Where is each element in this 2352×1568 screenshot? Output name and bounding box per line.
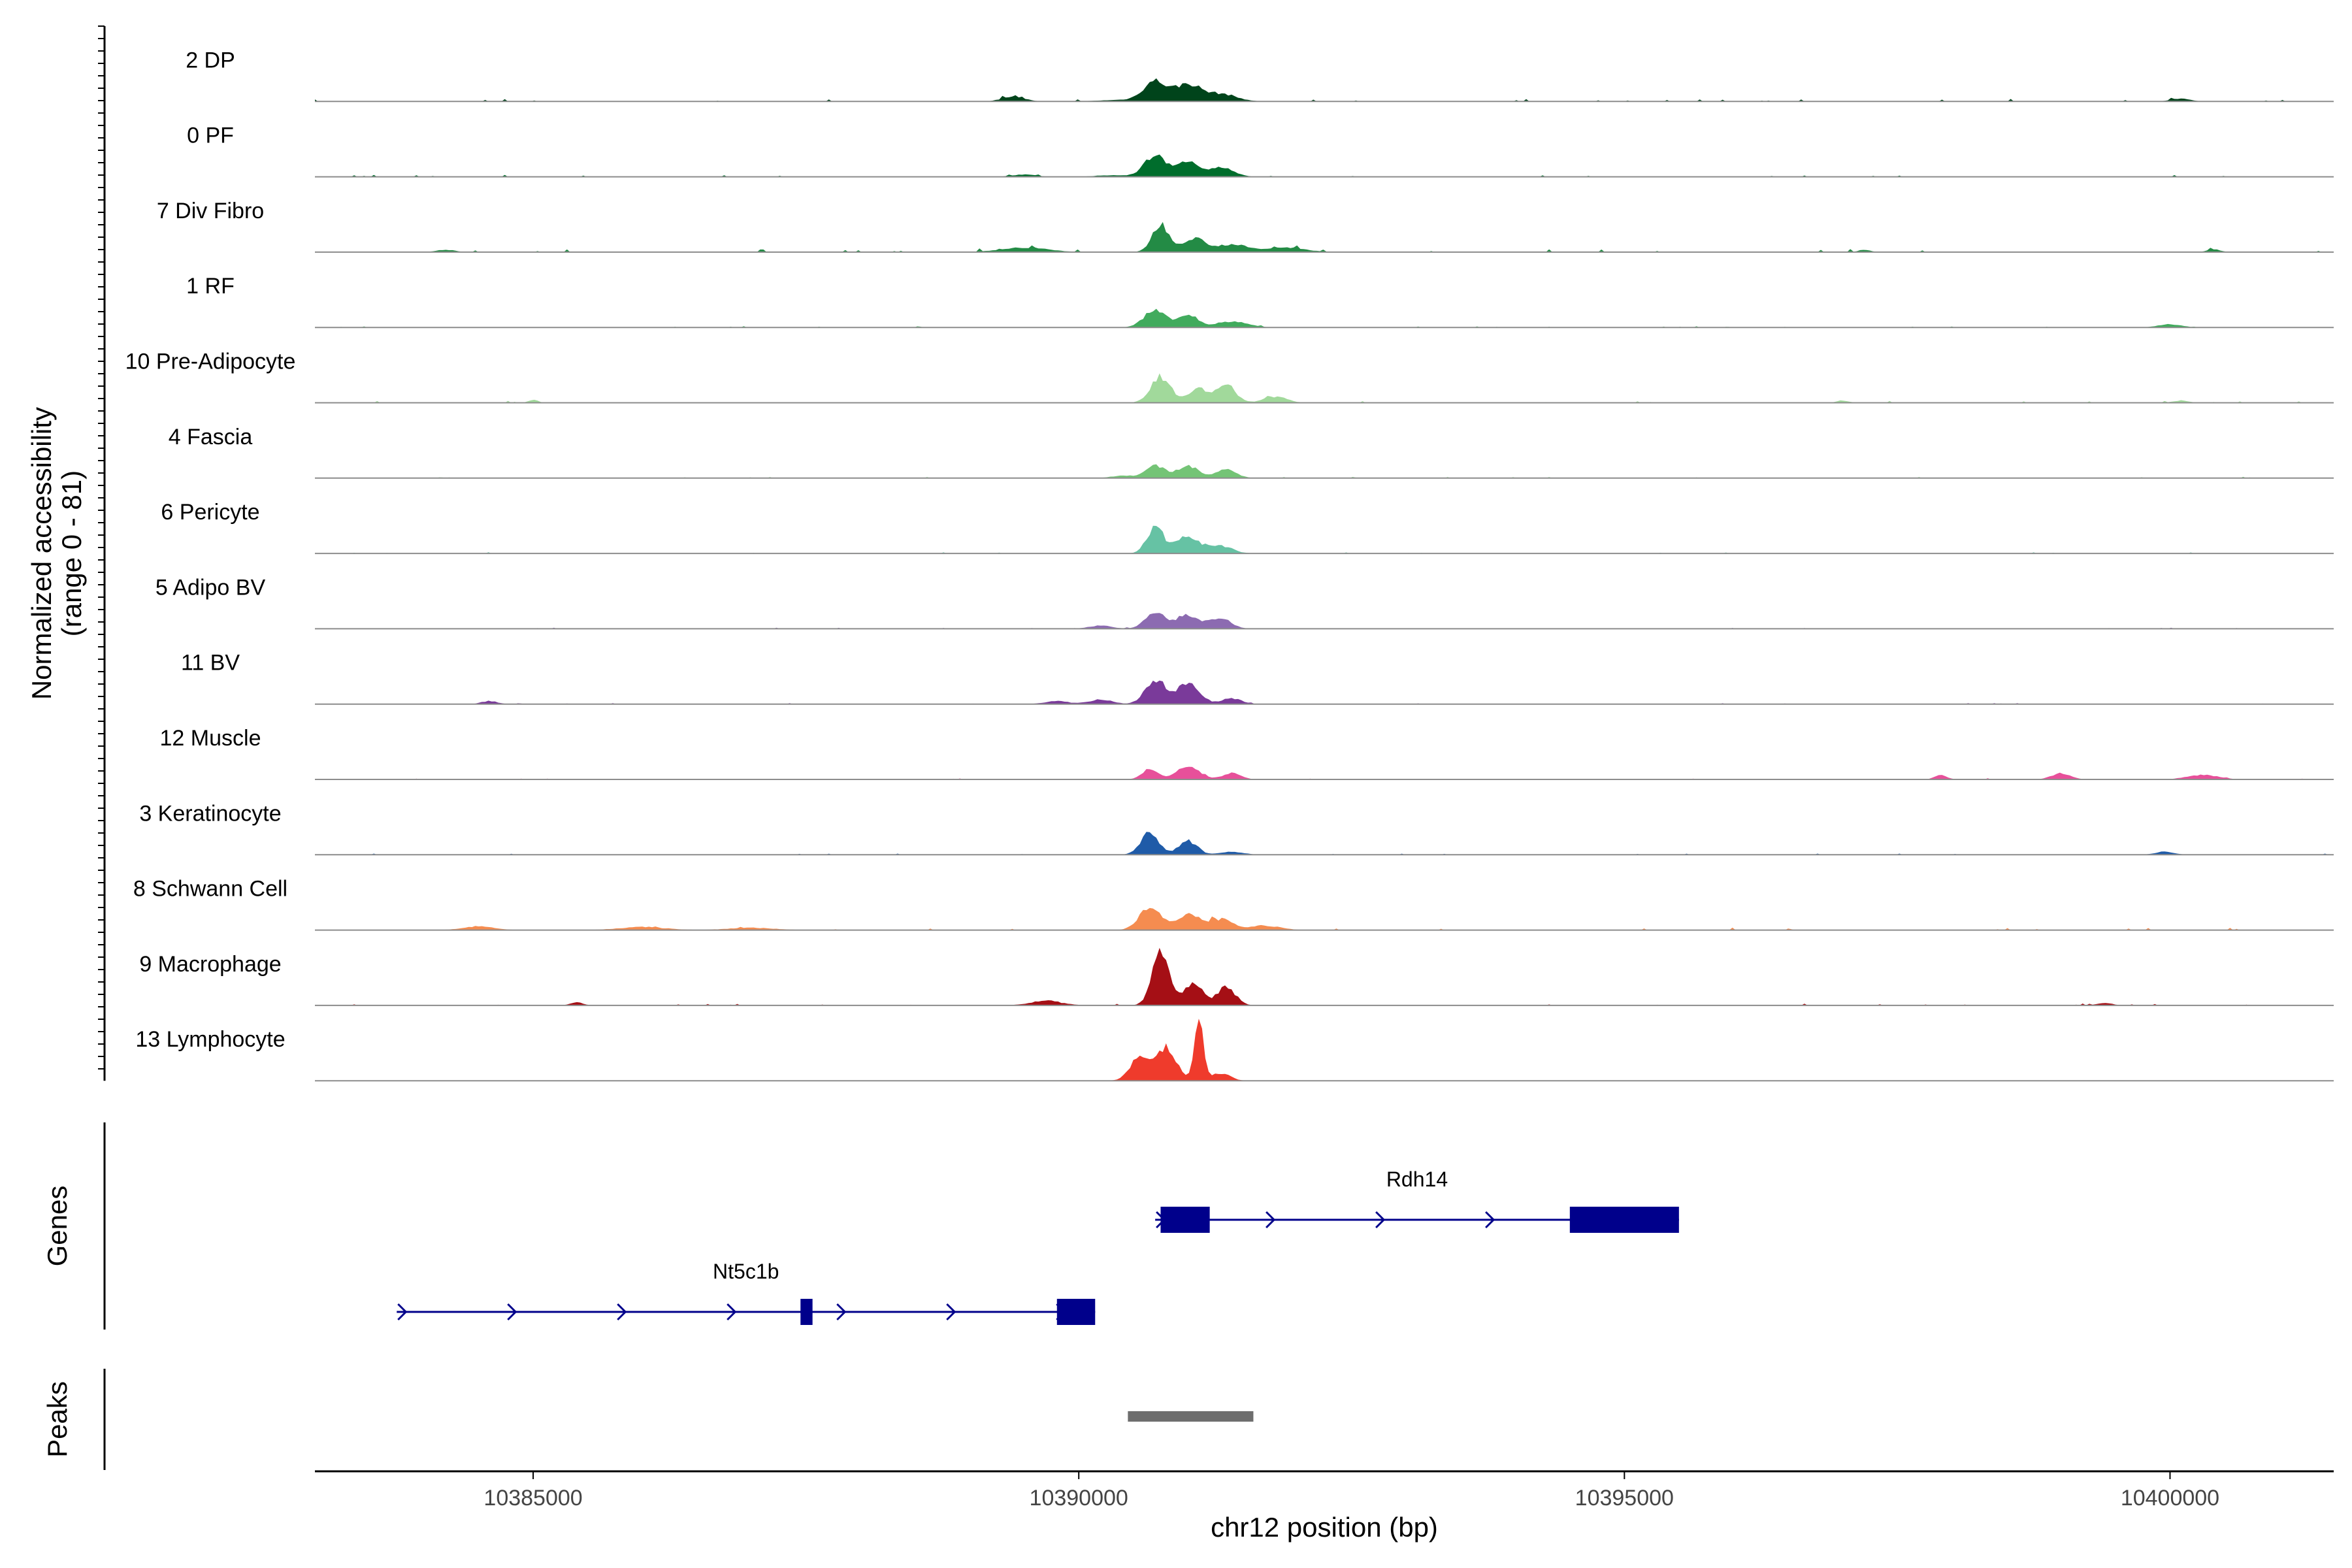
peaks-panel: Peaks bbox=[42, 1369, 1254, 1470]
strand-arrow bbox=[617, 1303, 627, 1321]
strand-arrow bbox=[397, 1303, 408, 1321]
strand-arrow bbox=[1485, 1211, 1495, 1229]
y-axis-label: Normalized accessibility bbox=[26, 407, 57, 700]
strand-arrow bbox=[1266, 1211, 1276, 1229]
coverage-area bbox=[315, 464, 2334, 478]
coverage-area bbox=[315, 221, 2334, 252]
track-label: 12 Muscle bbox=[160, 726, 261, 751]
gene-name: Rdh14 bbox=[1386, 1168, 1448, 1191]
track-label: 2 DP bbox=[186, 48, 235, 73]
track-label: 6 Pericyte bbox=[161, 500, 259, 525]
track-11-bv: 11 BV bbox=[181, 651, 2334, 705]
coverage-area bbox=[315, 78, 2334, 102]
track-9-macrophage: 9 Macrophage bbox=[139, 947, 2334, 1006]
track-label: 4 Fascia bbox=[169, 425, 253, 449]
y-axis-range: (range 0 - 81) bbox=[56, 470, 87, 636]
track-3-keratinocyte: 3 Keratinocyte bbox=[139, 801, 2334, 856]
track-label: 0 PF bbox=[187, 123, 234, 148]
track-label: 8 Schwann Cell bbox=[133, 877, 287, 902]
coverage-area bbox=[315, 766, 2334, 779]
track-label: 9 Macrophage bbox=[139, 952, 281, 977]
track-0-pf: 0 PF bbox=[187, 123, 2334, 178]
track-4-fascia: 4 Fascia bbox=[169, 425, 2334, 479]
track-12-muscle: 12 Muscle bbox=[160, 726, 2334, 780]
strand-arrow bbox=[946, 1303, 956, 1321]
x-tick-label: 10385000 bbox=[483, 1486, 582, 1511]
coverage-area bbox=[315, 907, 2334, 930]
coverage-area bbox=[315, 947, 2334, 1005]
track-8-schwann-cell: 8 Schwann Cell bbox=[133, 877, 2334, 931]
track-label: 11 BV bbox=[181, 651, 240, 676]
exon bbox=[1056, 1299, 1096, 1325]
track-6-pericyte: 6 Pericyte bbox=[161, 500, 2334, 555]
track-10-pre-adipocyte: 10 Pre-Adipocyte bbox=[125, 350, 2334, 404]
track-label: 10 Pre-Adipocyte bbox=[125, 350, 296, 374]
gene-name: Nt5c1b bbox=[713, 1260, 779, 1283]
coverage-area bbox=[315, 308, 2334, 328]
exon bbox=[1569, 1207, 1679, 1233]
genes-panel: Genes Nt5c1b Rdh14 bbox=[42, 1122, 1679, 1330]
exon bbox=[1160, 1207, 1210, 1233]
strand-arrow bbox=[836, 1303, 847, 1321]
strand-arrow bbox=[507, 1303, 517, 1321]
strand-arrow bbox=[1375, 1211, 1386, 1229]
exon bbox=[800, 1299, 813, 1325]
x-tick-label: 10390000 bbox=[1030, 1486, 1128, 1511]
x-tick-label: 10395000 bbox=[1575, 1486, 1674, 1511]
track-label: 3 Keratinocyte bbox=[139, 801, 281, 826]
x-tick-label: 10400000 bbox=[2121, 1486, 2219, 1511]
track-13-lymphocyte: 13 Lymphocyte bbox=[135, 1019, 2334, 1082]
gene-nt5c1b: Nt5c1b bbox=[397, 1260, 1096, 1325]
coverage-area bbox=[315, 154, 2334, 177]
track-label: 13 Lymphocyte bbox=[135, 1027, 285, 1052]
gene-rdh14: Rdh14 bbox=[1155, 1168, 1679, 1233]
track-label: 7 Div Fibro bbox=[157, 199, 264, 223]
track-5-adipo-bv: 5 Adipo BV bbox=[155, 575, 2334, 630]
coverage-area bbox=[315, 680, 2334, 704]
track-7-div-fibro: 7 Div Fibro bbox=[157, 199, 2334, 253]
coverage-area bbox=[315, 373, 2334, 403]
genes-label: Genes bbox=[42, 1186, 73, 1267]
coverage-tracks: 2 DP 0 PF 7 Div Fibro 1 RF 10 Pre-Adipocyte 4… bbox=[125, 48, 2334, 1082]
track-label: 5 Adipo BV bbox=[155, 575, 266, 600]
x-axis-title: chr12 position (bp) bbox=[1211, 1512, 1438, 1543]
track-2-dp: 2 DP bbox=[186, 48, 2334, 103]
track-label: 1 RF bbox=[186, 274, 235, 299]
coverage-area bbox=[315, 525, 2334, 554]
coverage-area bbox=[315, 1019, 2334, 1081]
peak-region bbox=[1128, 1411, 1254, 1422]
x-axis: 10385000 10390000 10395000 10400000 chr12 po… bbox=[315, 1470, 2334, 1543]
coverage-area bbox=[315, 613, 2334, 629]
coverage-area bbox=[315, 832, 2334, 855]
track-1-rf: 1 RF bbox=[186, 274, 2334, 329]
peaks-label: Peaks bbox=[42, 1381, 73, 1458]
y-axis-title: Normalized accessibility (range 0 - 81) bbox=[26, 25, 106, 1081]
strand-arrow bbox=[727, 1303, 737, 1321]
